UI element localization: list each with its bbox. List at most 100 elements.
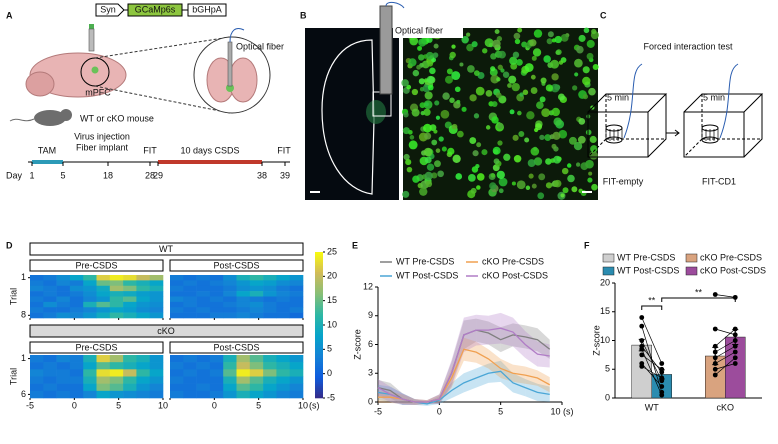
cell [538, 173, 546, 181]
cell [475, 86, 485, 96]
heat-cell [183, 390, 197, 399]
heat-cell [109, 275, 124, 281]
heat-cell [149, 275, 164, 281]
cell [424, 156, 432, 164]
label: Forced interaction test [643, 41, 733, 51]
cell [427, 84, 434, 91]
cell [490, 66, 496, 72]
cell [401, 79, 409, 87]
colorbar-step [315, 396, 323, 399]
heat-cell [223, 355, 237, 363]
heat-cell [289, 285, 304, 292]
heat-cell [109, 296, 124, 303]
cell [434, 100, 440, 106]
heat-cell [56, 291, 71, 297]
heat-cell [223, 383, 237, 392]
heat-cell [83, 301, 97, 308]
cell [509, 109, 515, 115]
heat-cell [83, 312, 97, 319]
y-tick-label: 20 [600, 277, 610, 287]
x-tick-label: 0 [72, 400, 77, 410]
heat-cell [136, 291, 150, 297]
heat-cell [149, 376, 164, 384]
heat-cell [183, 355, 197, 363]
heat-cell [149, 369, 164, 377]
heat-cell [136, 383, 150, 392]
cell [456, 99, 461, 104]
colorbar-step [315, 306, 323, 309]
colorbar-step [315, 290, 323, 293]
colorbar-step [315, 296, 323, 299]
heat-cell [183, 285, 197, 292]
cell [423, 123, 432, 133]
coronal-half [228, 57, 258, 103]
cell [530, 74, 536, 80]
heat-cell [56, 275, 71, 281]
cell [408, 140, 418, 150]
panel-header [169, 259, 304, 272]
colorbar-step [315, 344, 323, 347]
cell [425, 180, 433, 188]
cell [588, 87, 596, 96]
cell [568, 136, 577, 145]
heat-cell [96, 291, 111, 297]
point [732, 361, 738, 366]
panel-label: D [6, 240, 13, 250]
colorbar-step [315, 368, 323, 371]
heat-cell [209, 285, 224, 292]
cell [440, 109, 450, 119]
heat-cell [69, 355, 84, 363]
arena [587, 93, 668, 158]
heat-cell [83, 296, 97, 303]
cell [567, 174, 575, 183]
cell [403, 111, 409, 118]
fiber-cable [385, 1, 405, 9]
heat-cell [69, 301, 84, 308]
cell [496, 170, 505, 179]
heat-cell [170, 296, 184, 303]
heat-cell [236, 301, 251, 308]
heat-cell [123, 285, 137, 292]
cell [423, 147, 433, 157]
heat-cell [43, 307, 57, 313]
heat-cell [276, 275, 290, 281]
heat-cell [196, 291, 211, 297]
cage [605, 128, 623, 141]
cell [491, 116, 499, 124]
colorbar-label: 10 [327, 319, 337, 329]
pair-line [641, 366, 662, 379]
colorbar-step [315, 336, 323, 339]
cell [496, 77, 501, 82]
point [712, 355, 718, 361]
cell [490, 74, 500, 84]
heat-cell [69, 312, 84, 319]
x-tick-label: 5 [256, 400, 261, 410]
heat-cell [149, 312, 164, 319]
heat-cell [263, 307, 277, 313]
heat-cell [249, 362, 264, 370]
point [712, 326, 718, 332]
heat-cell [83, 369, 97, 377]
colorbar-step [315, 278, 323, 281]
heat-cell [263, 376, 277, 384]
heat-cell [69, 291, 84, 297]
heat-cell [249, 383, 264, 392]
label: 5 [60, 170, 65, 180]
heat-cell [249, 301, 264, 308]
heat-cell [136, 376, 150, 384]
colorbar-step [315, 254, 323, 257]
colorbar-step [315, 376, 323, 379]
cell [536, 101, 544, 110]
heat-cell [223, 390, 237, 399]
error-band [451, 373, 464, 399]
colorbar-step [315, 260, 323, 263]
x-tick-label: 10 [298, 400, 308, 410]
legend-swatch [685, 266, 698, 276]
cell [522, 89, 529, 96]
cell [525, 185, 531, 190]
cell [451, 44, 456, 49]
colorbar-label: 15 [327, 295, 337, 305]
colorbar-label: 5 [327, 344, 332, 354]
csds-bar [158, 160, 262, 164]
